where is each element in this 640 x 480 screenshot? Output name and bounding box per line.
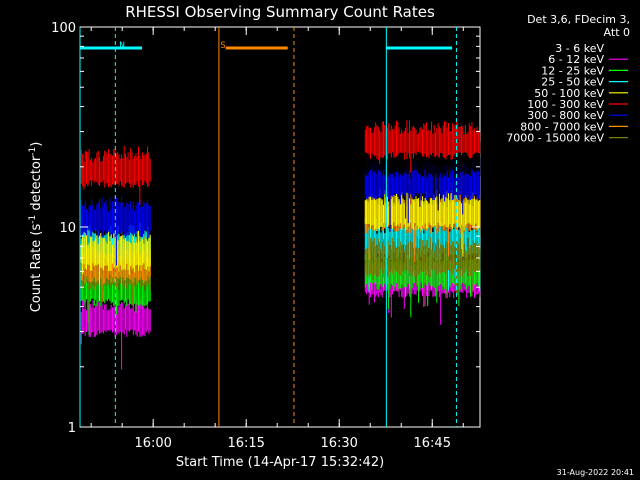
legend-label: 7000 - 15000 keV [506, 132, 604, 145]
legend-label: 3 - 6 keV [555, 42, 604, 55]
y-tick-label: 1 [68, 421, 76, 436]
legend-label: 300 - 800 keV [527, 109, 604, 122]
y-axis-label-sup2: -1 [28, 147, 38, 156]
series-trace [364, 237, 481, 307]
x-tick-label: 16:30 [320, 436, 357, 451]
x-tick-label: 16:00 [134, 436, 171, 451]
y-axis-label-mid: detector [29, 155, 44, 215]
x-tick-label: 16:45 [414, 436, 451, 451]
series-trace [364, 134, 481, 211]
marker-label: N [119, 41, 124, 51]
x-axis-label: Start Time (14-Apr-17 15:32:42) [176, 455, 384, 470]
legend-label: 12 - 25 keV [541, 64, 604, 77]
chart-title: RHESSI Observing Summary Count Rates [125, 3, 435, 21]
y-axis-label-end: ) [29, 142, 44, 147]
marker-label: S [220, 41, 225, 51]
y-axis-label-sup1: -1 [28, 215, 38, 224]
series-trace [364, 120, 481, 173]
legend-label: 100 - 300 keV [527, 98, 604, 111]
series-trace [364, 157, 481, 232]
legend-header-line2: Att 0 [604, 26, 630, 39]
y-tick-label: 10 [59, 221, 76, 236]
ticks-group: 16:00 16:15 16:30 16:45 1 10 100 [51, 21, 480, 451]
legend-label: 50 - 100 keV [534, 87, 604, 100]
x-tick-label: 16:15 [227, 436, 264, 451]
series-300-800kev [79, 157, 481, 266]
legend-header-line1: Det 3,6, FDecim 3, [527, 13, 630, 26]
y-axis-label: Count Rate (s-1 detector-1) [28, 142, 44, 313]
legend-label: 6 - 12 keV [548, 53, 604, 66]
series-50-100kev [79, 188, 481, 301]
y-tick-label: 100 [51, 21, 76, 36]
timestamp: 31-Aug-2022 20:41 [557, 468, 634, 477]
legend-label: 800 - 7000 keV [520, 120, 604, 133]
legend-label: 25 - 50 keV [541, 76, 604, 89]
series-group [79, 120, 481, 370]
y-axis-label-main: Count Rate (s [29, 224, 44, 313]
